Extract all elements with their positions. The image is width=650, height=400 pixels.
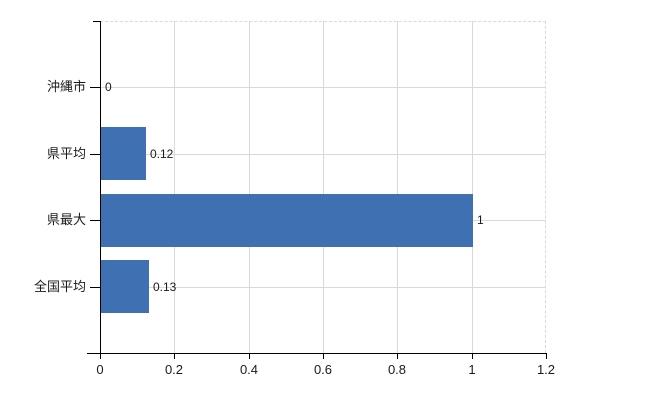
x-axis-tick-label: 0.2 [164,362,184,377]
x-axis-tick [249,353,250,359]
x-axis-tick [174,353,175,359]
x-axis-tick-label: 0.6 [313,362,333,377]
x-axis-tick [546,353,547,359]
x-axis-tick-label: 0 [96,362,104,377]
category-tick [90,220,100,221]
grid-line-vertical [249,21,250,353]
category-tick [90,287,100,288]
y-axis-line [100,21,101,359]
grid-line-vertical [174,21,175,353]
x-axis-tick-label: 0.8 [387,362,407,377]
x-axis-line [87,353,546,354]
bar-value-label: 0.13 [153,280,177,294]
grid-line-vertical [397,21,398,353]
category-label: 沖縄市 [46,79,86,94]
x-axis-tick-label: 0.4 [239,362,259,377]
x-axis-tick [397,353,398,359]
grid-line-horizontal [100,87,546,88]
bar [101,260,149,313]
x-axis-tick-label: 1 [468,362,476,377]
x-axis-tick [472,353,473,359]
grid-line-horizontal [100,287,546,288]
bar-value-label: 0.12 [150,147,174,161]
y-axis-top-tick [93,21,100,22]
x-axis-tick-label: 1.2 [536,362,556,377]
bar-value-label: 0 [105,80,112,94]
bar-value-label: 1 [477,213,484,227]
category-tick [90,87,100,88]
grid-line-vertical [472,21,473,353]
x-axis-tick [323,353,324,359]
category-label: 県最大 [46,212,86,227]
bar [101,194,473,247]
category-label: 県平均 [46,146,86,161]
category-tick [90,154,100,155]
category-label: 全国平均 [33,279,86,294]
grid-line-vertical [323,21,324,353]
grid-line-horizontal [100,154,546,155]
bar [101,127,146,180]
